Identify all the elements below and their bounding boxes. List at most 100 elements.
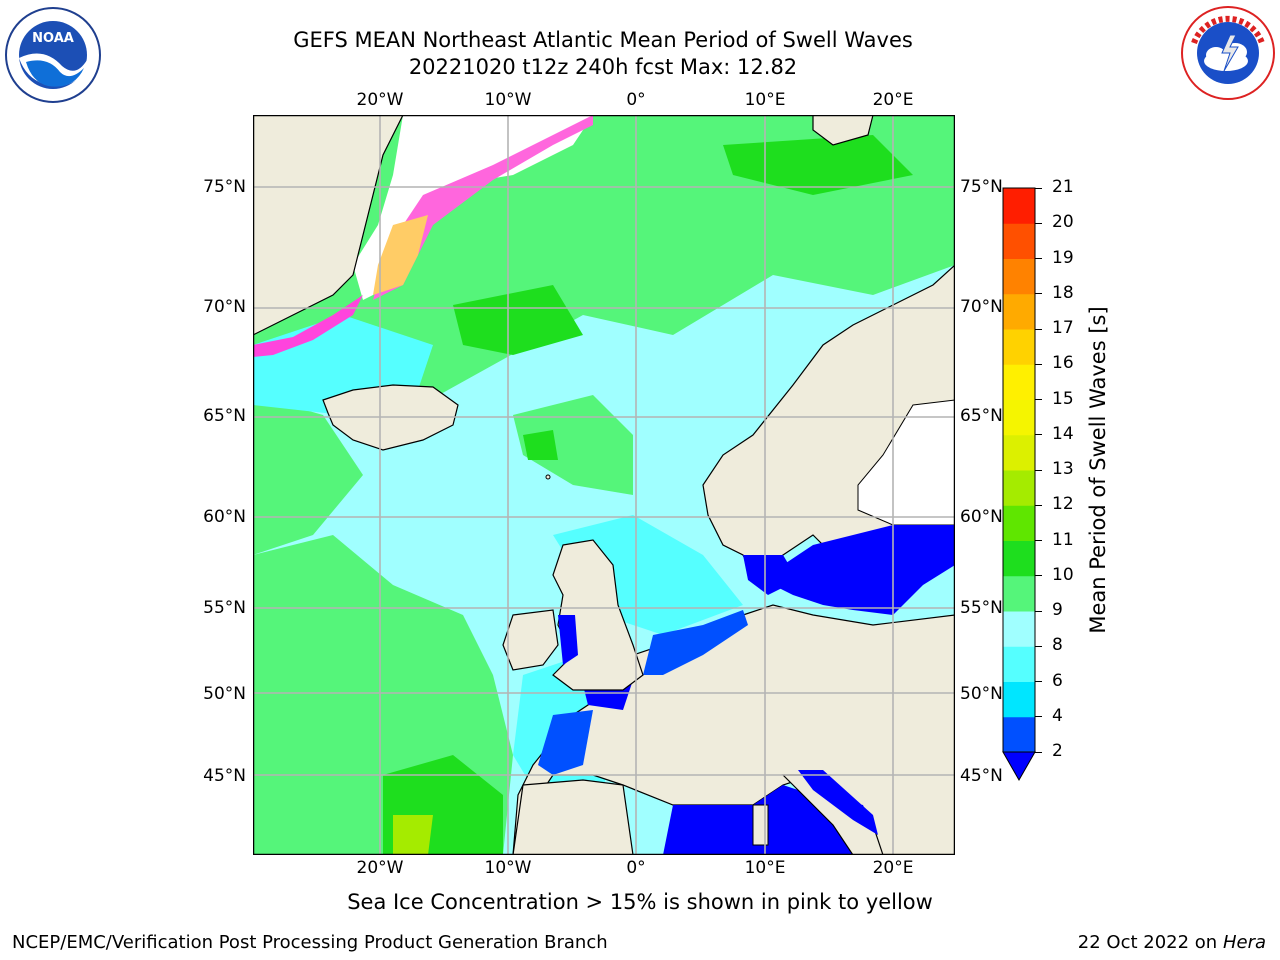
lat-label-left-45n: 45°N	[203, 766, 246, 786]
colorbar-band	[1003, 716, 1035, 753]
colorbar-band	[1003, 223, 1035, 259]
colorbar-tick-mark	[1035, 681, 1042, 682]
colorbar-tick-label: 11	[1052, 529, 1074, 550]
map-frame	[253, 115, 955, 855]
colorbar-band	[1003, 470, 1035, 506]
colorbar-tick-mark	[1035, 610, 1042, 612]
lon-label-bottom-20w: 20°W	[356, 858, 404, 878]
lat-label-right-70n: 70°N	[960, 297, 1003, 317]
colorbar-tick-mark	[1035, 258, 1042, 259]
colorbar-tick-mark	[1035, 469, 1042, 471]
sea-ice-core	[373, 215, 428, 295]
colorbar-tick-mark	[1035, 328, 1042, 330]
colorbar-band	[1003, 434, 1035, 471]
colorbar-under-arrow	[1002, 751, 1036, 782]
swell-patch-2	[723, 135, 913, 195]
colorbar-band	[1003, 575, 1035, 612]
swell-period-map	[253, 115, 955, 855]
lon-label-top-20e: 20°E	[872, 90, 914, 110]
lat-label-right-55n: 55°N	[960, 598, 1003, 618]
colorbar-band	[1003, 293, 1035, 330]
greenland-sea-ice-gap	[353, 115, 593, 300]
lat-label-right-50n: 50°N	[960, 684, 1003, 704]
colorbar-band	[1003, 364, 1035, 400]
colorbar-band	[1003, 188, 1035, 224]
colorbar-tick-label: 2	[1052, 741, 1063, 761]
colorbar-tick-label: 21	[1052, 177, 1074, 197]
graticule	[253, 115, 954, 854]
colorbar-tick-label: 4	[1052, 705, 1063, 726]
lon-label-bottom-10w: 10°W	[484, 858, 532, 878]
baltic-sea	[773, 525, 954, 615]
colorbar-tick-label: 9	[1052, 600, 1063, 620]
colorbar-tick-mark	[1035, 363, 1042, 365]
lat-label-left-75n: 75°N	[203, 177, 246, 197]
colorbar-label: Mean Period of Swell Waves [s]	[1086, 306, 1110, 634]
colorbar-band	[1003, 505, 1035, 541]
irish-sea	[558, 615, 578, 665]
colorbar-tick-label: 19	[1052, 247, 1074, 268]
kattegat	[743, 555, 798, 595]
colorbar-band	[1003, 646, 1035, 682]
colorbar-tick-label: 18	[1052, 282, 1074, 303]
sea-ice-note: Sea Ice Concentration > 15% is shown in …	[347, 890, 933, 914]
lat-label-left-65n: 65°N	[203, 406, 246, 426]
footer-date: 22 Oct 2022 on	[1077, 932, 1223, 953]
colorbar-band	[1003, 611, 1035, 647]
colorbar-tick-label: 20	[1052, 212, 1074, 233]
colorbar-tick-label: 15	[1052, 388, 1074, 409]
colorbar-tick-label: 6	[1052, 670, 1063, 691]
colorbar-tick-mark	[1035, 540, 1042, 541]
adriatic-sea	[798, 770, 878, 835]
ireland-land	[502, 609, 559, 671]
colorbar-band	[1003, 540, 1035, 577]
colorbar-tick-label: 8	[1052, 635, 1063, 656]
lon-label-top-10e: 10°E	[744, 90, 786, 110]
colorbar-tick-mark	[1035, 716, 1042, 718]
svalbard-land	[812, 115, 874, 146]
noaa-logo: NOAA	[5, 7, 101, 103]
lon-label-top-0: 0°	[626, 90, 646, 110]
nws-logo	[1181, 6, 1275, 100]
greenland-land	[253, 115, 404, 336]
west-swell-region	[253, 395, 363, 555]
colorbar-tick-mark	[1035, 575, 1042, 577]
lat-label-left-50n: 50°N	[203, 684, 246, 704]
lon-label-top-20w: 20°W	[356, 90, 404, 110]
lon-label-top-10w: 10°W	[484, 90, 532, 110]
colorbar-tick-label: 13	[1052, 459, 1074, 479]
lat-label-right-45n: 45°N	[960, 766, 1003, 786]
colorbar-tick-label: 14	[1052, 423, 1074, 444]
chart-title: GEFS MEAN Northeast Atlantic Mean Period…	[293, 28, 913, 52]
colorbar-tick-mark	[1035, 645, 1042, 647]
lat-label-right-60n: 60°N	[960, 507, 1003, 527]
colorbar-tick-mark	[1035, 399, 1042, 400]
colorbar-band	[1003, 329, 1035, 365]
lat-label-left-55n: 55°N	[203, 598, 246, 618]
bay-of-biscay	[538, 710, 593, 775]
colorbar-tick-label: 12	[1052, 494, 1074, 515]
sea-ice-edge-west	[253, 295, 363, 357]
colorbar-tick-mark	[1035, 222, 1042, 224]
colorbar	[1002, 187, 1036, 782]
central-swell-region	[513, 395, 633, 495]
chart-subtitle: 20221020 t12z 240h fcst Max: 12.82	[408, 55, 798, 79]
lat-label-right-75n: 75°N	[960, 177, 1003, 197]
lon-label-bottom-0: 0°	[626, 858, 646, 878]
colorbar-tick-mark	[1035, 187, 1042, 189]
colorbar-band	[1003, 258, 1035, 295]
footer-host: Hera	[1222, 932, 1266, 953]
swell-patch-max	[393, 815, 433, 854]
colorbar-tick-mark	[1035, 751, 1042, 753]
iberia-land	[512, 779, 634, 854]
colorbar-tick-mark	[1035, 504, 1042, 506]
faroe-islands	[545, 474, 551, 480]
colorbar-tick-label: 16	[1052, 353, 1074, 374]
footer-left: NCEP/EMC/Verification Post Processing Pr…	[12, 932, 608, 953]
lon-label-bottom-20e: 20°E	[872, 858, 914, 878]
colorbar-tick-mark	[1035, 293, 1042, 295]
noaa-logo-text: NOAA	[32, 31, 74, 46]
lat-label-right-65n: 65°N	[960, 406, 1003, 426]
lat-label-left-60n: 60°N	[203, 507, 246, 527]
north-sea-shallow	[643, 610, 748, 675]
